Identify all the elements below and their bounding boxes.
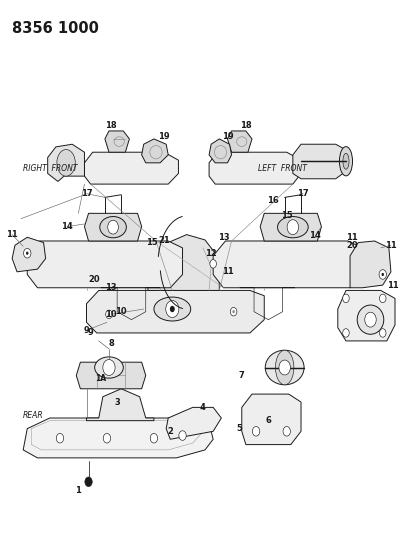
Polygon shape — [105, 131, 129, 152]
Circle shape — [85, 477, 92, 487]
Polygon shape — [241, 394, 300, 445]
Text: 3: 3 — [114, 398, 120, 407]
Circle shape — [278, 360, 290, 375]
Text: 8: 8 — [108, 339, 114, 348]
Circle shape — [165, 301, 178, 318]
Text: 8356 1000: 8356 1000 — [12, 21, 99, 36]
Text: 2: 2 — [167, 427, 173, 436]
Text: REAR: REAR — [23, 411, 44, 420]
Circle shape — [56, 433, 63, 443]
Circle shape — [108, 220, 118, 234]
Ellipse shape — [277, 216, 308, 238]
Polygon shape — [84, 213, 142, 241]
Polygon shape — [349, 241, 390, 288]
Circle shape — [232, 310, 234, 313]
Ellipse shape — [342, 154, 348, 169]
Text: 19: 19 — [221, 132, 233, 141]
Text: RIGHT  FRONT: RIGHT FRONT — [23, 164, 77, 173]
Text: 9: 9 — [88, 328, 93, 337]
Circle shape — [286, 220, 298, 235]
Polygon shape — [76, 362, 145, 389]
Ellipse shape — [356, 305, 383, 334]
Text: 11: 11 — [6, 230, 18, 239]
Circle shape — [24, 248, 31, 258]
Ellipse shape — [339, 147, 352, 176]
Polygon shape — [227, 131, 252, 152]
Circle shape — [103, 433, 110, 443]
Polygon shape — [166, 407, 221, 439]
Polygon shape — [86, 389, 153, 421]
Text: 9: 9 — [83, 326, 89, 335]
Ellipse shape — [94, 357, 123, 378]
Circle shape — [252, 426, 259, 436]
Circle shape — [379, 294, 385, 303]
Circle shape — [342, 294, 348, 303]
Polygon shape — [209, 152, 300, 184]
Polygon shape — [27, 241, 182, 288]
Circle shape — [26, 252, 28, 255]
Polygon shape — [209, 139, 231, 163]
Circle shape — [108, 313, 110, 316]
Circle shape — [378, 270, 385, 279]
Text: 17: 17 — [81, 189, 92, 198]
Text: 4: 4 — [200, 403, 205, 412]
Polygon shape — [213, 241, 362, 288]
Circle shape — [103, 360, 115, 375]
Text: 10: 10 — [105, 310, 117, 319]
Text: 1: 1 — [75, 486, 81, 495]
Text: 15: 15 — [280, 212, 292, 221]
Text: 16: 16 — [266, 196, 278, 205]
Circle shape — [209, 260, 216, 268]
Text: 11: 11 — [221, 268, 233, 276]
Text: 13: 13 — [217, 233, 229, 242]
Polygon shape — [337, 290, 394, 341]
Circle shape — [364, 312, 375, 327]
Text: 1A: 1A — [95, 374, 106, 383]
Text: 15: 15 — [146, 238, 157, 247]
Text: 19: 19 — [158, 132, 170, 141]
Text: 10: 10 — [115, 307, 127, 316]
Text: 12: 12 — [205, 249, 216, 258]
Ellipse shape — [99, 216, 126, 238]
Polygon shape — [47, 144, 84, 181]
Polygon shape — [23, 418, 213, 458]
Text: 17: 17 — [297, 189, 308, 198]
Text: 5: 5 — [236, 424, 242, 433]
Text: 21: 21 — [158, 237, 170, 246]
Ellipse shape — [275, 350, 293, 385]
Text: 11: 11 — [386, 280, 398, 289]
Text: 6: 6 — [265, 416, 271, 425]
Polygon shape — [84, 152, 178, 184]
Circle shape — [178, 431, 186, 440]
Text: 14: 14 — [309, 231, 320, 240]
Text: 20: 20 — [346, 241, 357, 250]
Circle shape — [381, 273, 383, 276]
Text: 14: 14 — [61, 222, 72, 231]
Polygon shape — [260, 213, 321, 241]
Polygon shape — [142, 139, 168, 163]
Circle shape — [379, 329, 385, 337]
Text: LEFT  FRONT: LEFT FRONT — [258, 164, 306, 173]
Ellipse shape — [265, 350, 303, 385]
Text: 18: 18 — [239, 121, 251, 130]
Circle shape — [282, 426, 290, 436]
Circle shape — [230, 308, 236, 316]
Ellipse shape — [57, 150, 75, 176]
Ellipse shape — [153, 297, 190, 321]
Polygon shape — [292, 144, 349, 179]
Circle shape — [106, 310, 112, 319]
Text: 11: 11 — [345, 233, 357, 242]
Polygon shape — [86, 290, 264, 333]
Polygon shape — [12, 237, 45, 272]
Circle shape — [169, 306, 174, 312]
Text: 20: 20 — [89, 275, 100, 284]
Text: 11: 11 — [384, 241, 396, 250]
Circle shape — [342, 329, 348, 337]
Circle shape — [150, 433, 157, 443]
Polygon shape — [147, 235, 219, 290]
Text: 18: 18 — [105, 121, 117, 130]
Text: 7: 7 — [238, 371, 244, 380]
Text: 13: 13 — [105, 283, 117, 292]
